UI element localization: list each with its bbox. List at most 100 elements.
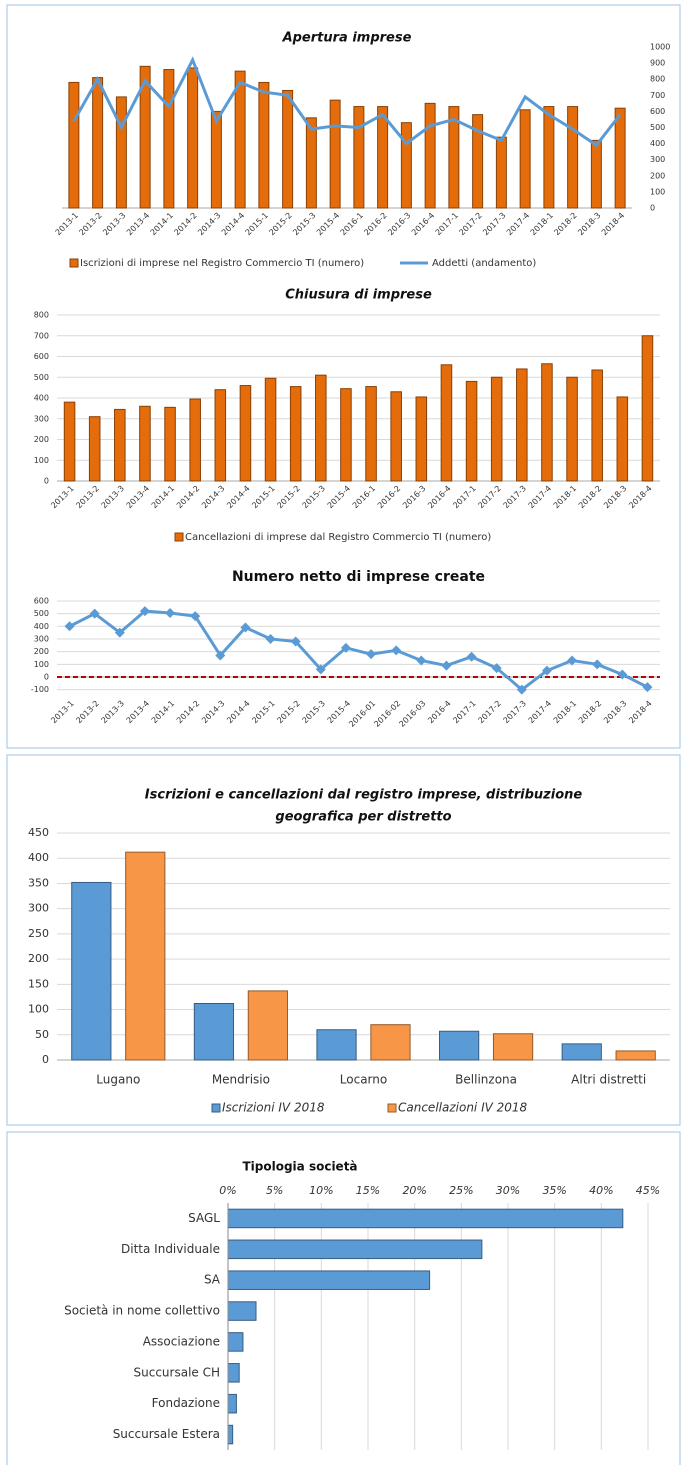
bar (227, 1363, 240, 1383)
x-tick-label: 45% (636, 1184, 660, 1197)
bar (353, 106, 365, 209)
marker (265, 633, 276, 644)
y-tick-label: 100 (34, 660, 49, 669)
bar (139, 405, 151, 482)
bar (164, 406, 176, 482)
bar (139, 65, 151, 209)
category-label: Associazione (143, 1334, 220, 1348)
chart-title: Apertura imprese (282, 31, 412, 46)
bar (71, 881, 112, 1061)
bar (516, 368, 528, 482)
marker (215, 650, 226, 661)
y-tick-label: -100 (31, 685, 49, 694)
y-tick-label: 400 (28, 851, 49, 864)
y-tick-label: 400 (34, 622, 49, 631)
y-tick-label: 0 (44, 477, 49, 486)
bar (163, 69, 175, 209)
marker (391, 645, 402, 656)
marker (567, 655, 578, 666)
y-tick-label: 0 (44, 672, 49, 681)
bar (365, 386, 377, 482)
y-tick-label: 900 (650, 59, 665, 68)
bar (282, 89, 294, 209)
legend-label: Iscrizioni IV 2018 (222, 1101, 325, 1115)
marker (114, 627, 125, 638)
panel (6, 4, 681, 749)
y-tick-label: 300 (28, 902, 49, 915)
category-label: Succursale CH (134, 1365, 221, 1379)
bar (472, 114, 484, 209)
y-tick-label: 350 (28, 876, 49, 889)
bar (316, 1029, 357, 1061)
category-label: SAGL (188, 1211, 220, 1225)
panel (6, 754, 681, 1126)
marker (165, 607, 176, 618)
y-tick-label: 0 (42, 1053, 49, 1066)
bar (440, 364, 453, 482)
legend-label: Cancellazioni IV 2018 (398, 1101, 528, 1115)
marker (642, 682, 653, 693)
y-tick-label: 300 (34, 634, 49, 643)
marker (466, 651, 477, 662)
bar (189, 398, 201, 482)
bar (239, 385, 252, 482)
bar (214, 389, 227, 482)
bar (227, 1208, 624, 1229)
x-tick-label: 40% (589, 1184, 613, 1197)
bar (590, 139, 602, 209)
bar (247, 990, 288, 1061)
bar (227, 1393, 237, 1414)
y-tick-label: 400 (34, 394, 49, 403)
x-tick-label: Locarno (340, 1073, 387, 1087)
bar (227, 1332, 244, 1352)
y-tick-label: 700 (650, 91, 665, 100)
legend-label: Iscrizioni di imprese nel Registro Comme… (80, 258, 364, 269)
legend-swatch (174, 532, 184, 542)
category-label: Ditta Individuale (121, 1242, 220, 1256)
bar (227, 1424, 234, 1445)
bar (193, 1003, 235, 1061)
bar (234, 70, 246, 209)
bar (289, 386, 302, 482)
bar (370, 1024, 411, 1061)
legend-label: Cancellazioni di imprese dal Registro Co… (185, 532, 491, 543)
y-tick-label: 600 (34, 596, 49, 605)
bar (566, 376, 578, 482)
bar (561, 1043, 602, 1061)
chart-title: Iscrizioni e cancellazioni dal registro … (145, 788, 583, 803)
bar (305, 117, 317, 209)
y-tick-label: 300 (34, 414, 49, 423)
marker (617, 669, 628, 680)
line (72, 56, 622, 148)
x-tick-label: 10% (309, 1184, 333, 1197)
marker (290, 636, 301, 647)
y-tick-label: 0 (650, 204, 655, 213)
x-tick-label: 0% (219, 1184, 236, 1197)
y-tick-label: 200 (34, 435, 49, 444)
bar (390, 391, 402, 482)
bar (329, 99, 341, 209)
y-tick-label: 250 (28, 927, 49, 940)
bar (415, 396, 428, 482)
legend-swatch (211, 1103, 221, 1113)
marker (340, 642, 351, 653)
bar (258, 81, 270, 209)
marker (516, 684, 527, 695)
y-tick-label: 600 (34, 352, 49, 361)
y-tick-label: 700 (34, 331, 49, 340)
bar (424, 102, 436, 209)
marker (240, 622, 251, 633)
bar (641, 335, 654, 482)
y-tick-label: 300 (650, 155, 665, 164)
y-tick-label: 500 (650, 123, 665, 132)
bar (448, 106, 460, 209)
y-tick-label: 800 (650, 75, 665, 84)
bar (439, 1030, 480, 1061)
x-tick-label: 25% (449, 1184, 473, 1197)
marker (441, 660, 452, 671)
chart-title: Numero netto di imprese create (232, 569, 485, 585)
y-tick-label: 200 (28, 952, 49, 965)
marker (366, 649, 377, 660)
bar (315, 374, 327, 482)
